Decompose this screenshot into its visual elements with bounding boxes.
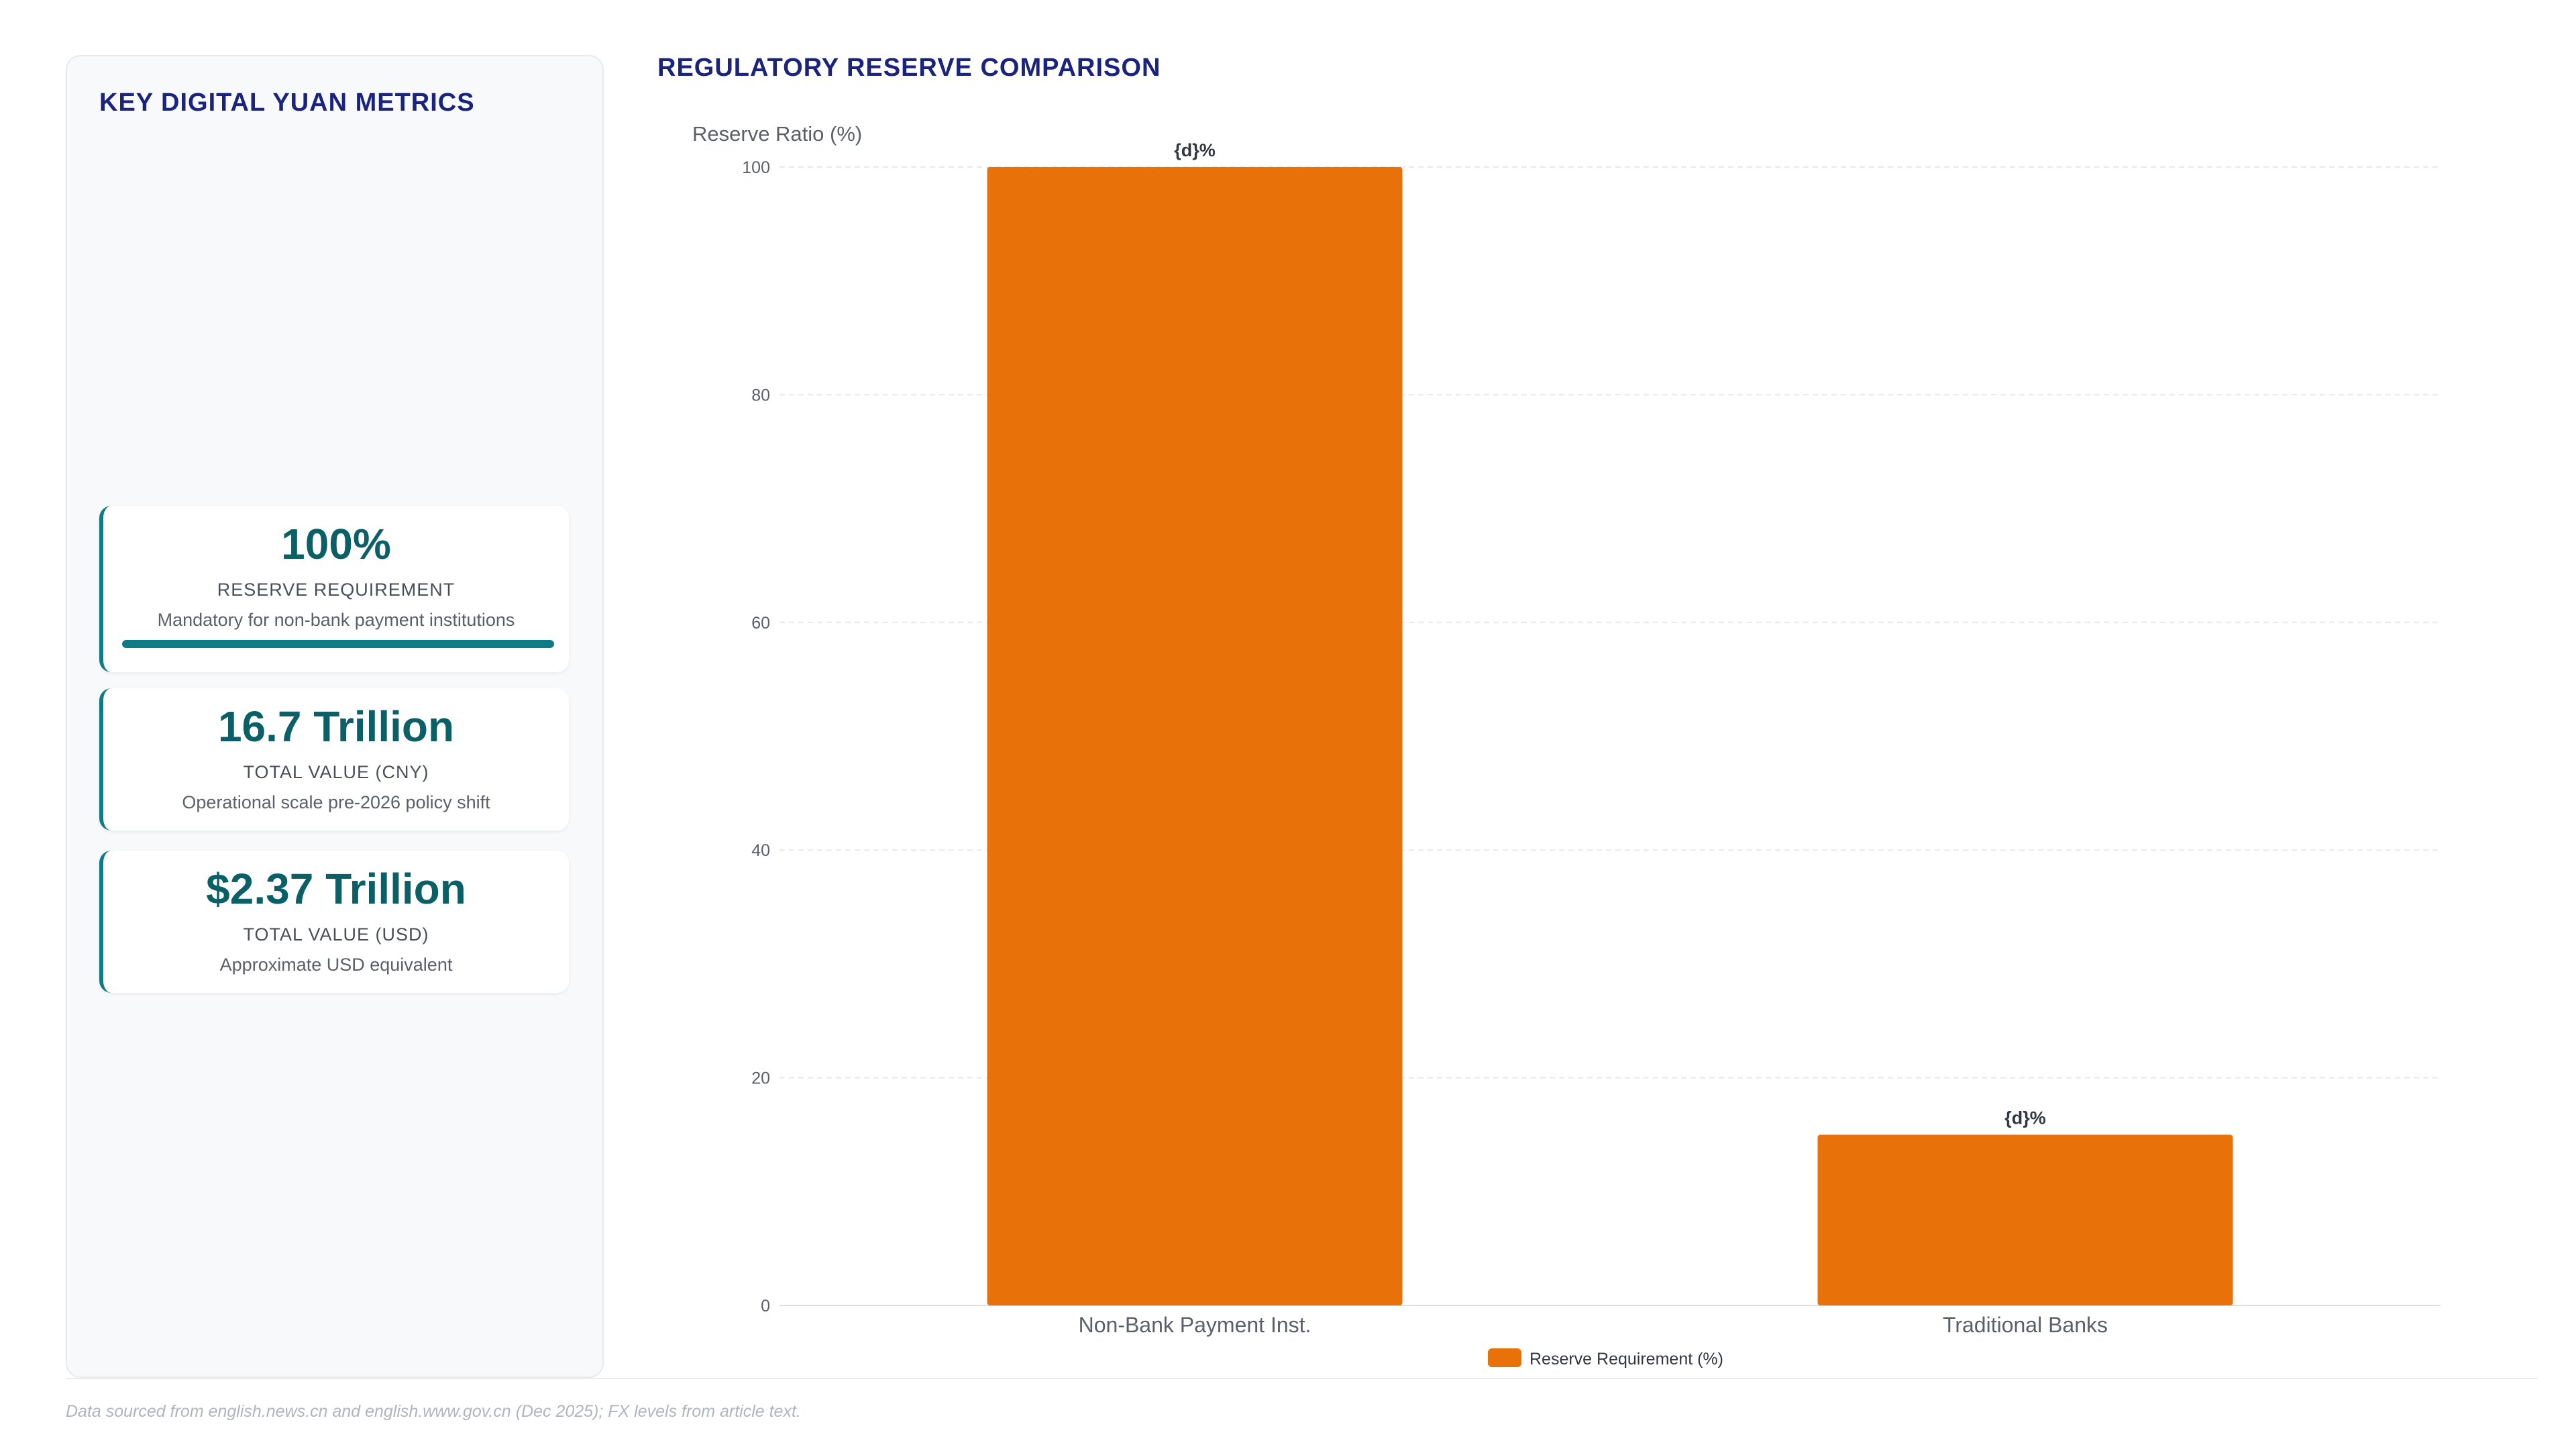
- y-tick-label: 80: [751, 386, 770, 405]
- metric-value: $2.37 Trillion: [206, 865, 466, 913]
- y-tick-label: 60: [751, 614, 770, 633]
- y-tick-label: 0: [761, 1297, 770, 1316]
- sidebar-title: KEY DIGITAL YUAN METRICS: [99, 89, 475, 117]
- legend-swatch: [1488, 1348, 1521, 1367]
- data-label: {d}%: [1174, 140, 1216, 160]
- y-tick-label: 100: [742, 158, 770, 177]
- metric-description: Approximate USD equivalent: [219, 955, 453, 975]
- metric-description: Mandatory for non-bank payment instituti…: [157, 610, 515, 630]
- x-tick-label: Non-Bank Payment Inst.: [1079, 1313, 1311, 1337]
- data-label: {d}%: [2004, 1108, 2046, 1128]
- bar-2: [1817, 1134, 2233, 1305]
- source-note: Data sourced from english.news.cn and en…: [66, 1402, 801, 1421]
- y-tick-label: 20: [751, 1069, 770, 1088]
- y-tick-label: 40: [751, 841, 770, 860]
- metric-label: TOTAL VALUE (USD): [243, 924, 429, 945]
- chart-title: REGULATORY RESERVE COMPARISON: [657, 54, 1161, 82]
- metric-card-cny: 16.7 Trillion TOTAL VALUE (CNY) Operatio…: [99, 688, 569, 830]
- bar-chart: Reserve Ratio (%) 0 20 40 60 80 100 {d}% Non-Ban…: [692, 122, 2440, 1368]
- metric-label: TOTAL VALUE (CNY): [243, 762, 429, 782]
- metric-card-usd: $2.37 Trillion TOTAL VALUE (USD) Approxi…: [99, 851, 569, 993]
- metric-label: RESERVE REQUIREMENT: [217, 580, 455, 600]
- metrics-sidebar: KEY DIGITAL YUAN METRICS 100% RESERVE RE…: [66, 55, 604, 1378]
- x-tick-label: Traditional Banks: [1943, 1313, 2108, 1337]
- bar-1: [987, 167, 1403, 1305]
- metric-value: 16.7 Trillion: [217, 702, 455, 751]
- metric-card-reserve: 100% RESERVE REQUIREMENT Mandatory for n…: [99, 506, 569, 672]
- legend-label: Reserve Requirement (%): [1529, 1350, 1723, 1368]
- y-axis-label: Reserve Ratio (%): [692, 122, 862, 146]
- footer-divider: [66, 1378, 2537, 1379]
- metric-value: 100%: [281, 520, 391, 568]
- metric-description: Operational scale pre-2026 policy shift: [182, 792, 490, 812]
- reserve-progress-bar: [122, 640, 554, 648]
